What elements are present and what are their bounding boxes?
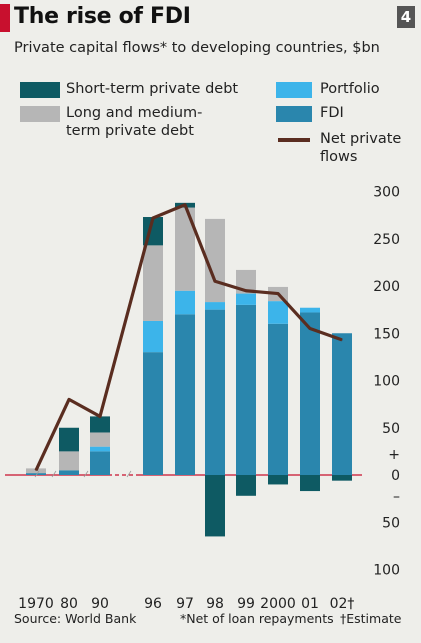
x-tick-label: 80 [60, 596, 78, 612]
y-tick-label: 100 [373, 563, 400, 579]
net-flows-point [245, 290, 247, 292]
bar-portfolio-4 [175, 290, 195, 315]
chart-number-badge: 4 [397, 6, 415, 28]
net-flows-line [34, 203, 343, 471]
x-tick-label: 97 [176, 596, 194, 612]
legend-label-net-2: flows [320, 149, 358, 165]
bar-fdi-1 [59, 470, 79, 475]
y-tick-label: 250 [373, 232, 400, 248]
net-flows-point [309, 327, 311, 330]
net-flows-point [277, 292, 279, 295]
legend-label-long-term-1: Long and medium- [66, 105, 203, 121]
axis-break-mark [126, 470, 132, 478]
legend-label-short-term: Short-term private debt [66, 81, 239, 97]
bar-fdi-8 [300, 312, 320, 475]
bar-portfolio-2 [90, 446, 110, 452]
axis-break-mark [51, 470, 57, 478]
net-flows-point [341, 339, 343, 341]
x-tick-label: 01 [301, 596, 319, 612]
bar-short-term-7 [268, 475, 288, 485]
chart-subtitle: Private capital flows* to developing cou… [14, 40, 380, 56]
legend-label-portfolio: Portfolio [320, 81, 380, 97]
bar-fdi-3 [143, 352, 163, 475]
net-flows-point [152, 217, 154, 219]
bar-fdi-4 [175, 314, 195, 475]
y-tick-label: + [388, 447, 400, 463]
bar-short-term-6 [236, 475, 256, 496]
net-flows-point [99, 415, 101, 418]
y-tick-label: 200 [373, 279, 400, 295]
title-accent-bar [0, 4, 10, 32]
bar-short-term-1 [59, 427, 79, 452]
bar-fdi-7 [268, 323, 288, 475]
source-note: Source: World Bank [14, 611, 137, 626]
bar-fdi-6 [236, 304, 256, 475]
legend-label-net-1: Net private [320, 131, 402, 147]
legend-line-net-flows [278, 138, 310, 142]
bar-long-term-4 [175, 207, 195, 291]
axis-break-mark [34, 470, 40, 478]
footnote-estimate: †Estimate [340, 611, 402, 626]
legend-label-long-term-2: term private debt [66, 123, 194, 139]
x-tick-label: 02† [330, 596, 355, 612]
bar-fdi-2 [90, 451, 110, 475]
bar-fdi-0 [26, 473, 46, 475]
x-tick-label: 96 [144, 596, 162, 612]
bar-portfolio-6 [236, 293, 256, 305]
bar-fdi-9 [332, 333, 352, 475]
x-tick-label: 2000 [260, 596, 296, 612]
y-tick-label: 300 [373, 185, 400, 201]
net-flows-point [184, 204, 186, 206]
bar-portfolio-8 [300, 307, 320, 313]
legend-label-fdi: FDI [320, 105, 344, 121]
y-tick-label: 50 [382, 515, 400, 531]
y-tick-label: 50 [382, 421, 400, 437]
y-tick-label: 0 [391, 468, 400, 484]
legend-swatch-short-term [20, 82, 60, 98]
bar-short-term-5 [205, 475, 225, 537]
bar-long-term-2 [90, 432, 110, 447]
x-tick-label: 98 [206, 596, 224, 612]
bar-long-term-1 [59, 451, 79, 471]
net-flows-point [68, 398, 70, 400]
title-row: The rise of FDI 4 [0, 0, 421, 36]
x-tick-label: 90 [91, 596, 109, 612]
bar-short-term-8 [300, 475, 320, 492]
legend-swatch-portfolio [276, 82, 312, 98]
bar-portfolio-5 [205, 302, 225, 310]
chart-title: The rise of FDI [14, 4, 191, 29]
y-tick-label: 100 [373, 374, 400, 390]
net-flows-point [35, 469, 37, 471]
x-tick-label: 1970 [18, 596, 54, 612]
bar-short-term-2 [90, 416, 110, 433]
axis-break-mark [83, 470, 89, 478]
legend-swatch-fdi [276, 106, 312, 122]
bar-portfolio-3 [143, 320, 163, 353]
y-tick-label: 150 [373, 326, 400, 342]
bar-short-term-9 [332, 475, 352, 481]
footnote-net: *Net of loan repayments [180, 611, 334, 626]
bar-fdi-5 [205, 309, 225, 475]
legend-swatch-long-term [20, 106, 60, 122]
net-flows-point [214, 280, 216, 282]
bar-long-term-3 [143, 245, 163, 321]
y-tick-label: – [393, 489, 400, 505]
bar-portfolio-7 [268, 301, 288, 324]
x-tick-label: 99 [237, 596, 255, 612]
